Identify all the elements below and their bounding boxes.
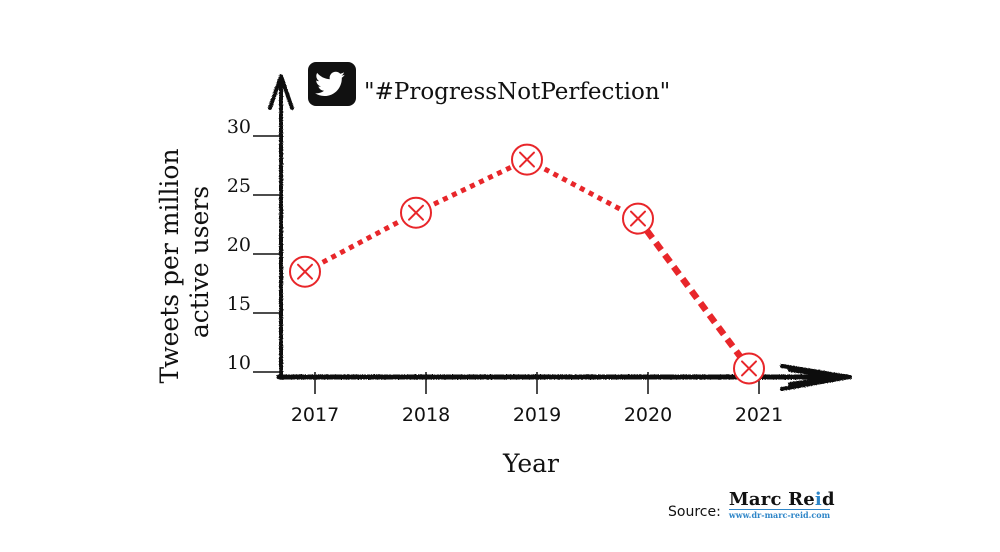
x-ticks: 2017 2018 2019 2020 2021: [291, 372, 783, 426]
y-axis-title: Tweets per million active users: [155, 140, 214, 383]
brand-name-accent: i: [814, 489, 822, 510]
data-point-cross: [408, 204, 424, 221]
x-tick-label: 2017: [291, 404, 339, 426]
twitter-bird-icon: [315, 71, 345, 97]
x-tick-label: 2020: [624, 404, 672, 426]
x-axis-title: Year: [502, 449, 559, 478]
data-point: [733, 352, 765, 385]
x-tick-label: 2018: [402, 404, 450, 426]
chart-title: "#ProgressNotPerfection": [364, 79, 670, 105]
brand-url: www.dr-marc-reid.com: [728, 509, 831, 520]
y-tick-label: 10: [227, 352, 251, 374]
data-point-cross: [741, 360, 757, 377]
series-segment: [525, 157, 640, 221]
twitter-logo: [308, 62, 356, 106]
brand-logo: Marc Reid www.dr-marc-reid.com: [728, 491, 835, 520]
x-tick-label: 2021: [735, 404, 783, 426]
source-label: Source:: [668, 504, 721, 520]
data-point: [289, 255, 321, 288]
series: [289, 143, 765, 385]
series-segment: [414, 157, 529, 215]
brand-name-end: d: [821, 489, 835, 510]
y-axis-title-line-2: active users: [185, 186, 214, 338]
data-point-cross: [630, 210, 646, 227]
y-ticks: 10 15 20 25 30: [227, 116, 281, 374]
y-tick-label: 30: [227, 116, 251, 138]
brand-name: Marc Reid: [729, 491, 835, 509]
data-point: [511, 143, 543, 176]
x-axis-arrowhead: [780, 364, 852, 391]
y-tick-label: 20: [227, 234, 251, 256]
data-point-cross: [297, 263, 313, 280]
source-attribution: Source: Marc Reid www.dr-marc-reid.com: [668, 490, 835, 521]
y-tick-label: 15: [227, 293, 251, 315]
data-point: [400, 196, 432, 229]
data-point-cross: [519, 151, 535, 168]
x-tick-label: 2019: [513, 404, 561, 426]
axes: [268, 74, 852, 391]
y-axis-arrowhead: [268, 74, 294, 110]
brand-name-start: Marc Re: [728, 489, 815, 510]
data-point: [622, 202, 654, 235]
series-segment: [303, 210, 418, 274]
y-tick-label: 25: [227, 175, 251, 197]
series-segment: [635, 216, 752, 371]
y-axis-title-line-1: Tweets per million: [155, 148, 184, 383]
